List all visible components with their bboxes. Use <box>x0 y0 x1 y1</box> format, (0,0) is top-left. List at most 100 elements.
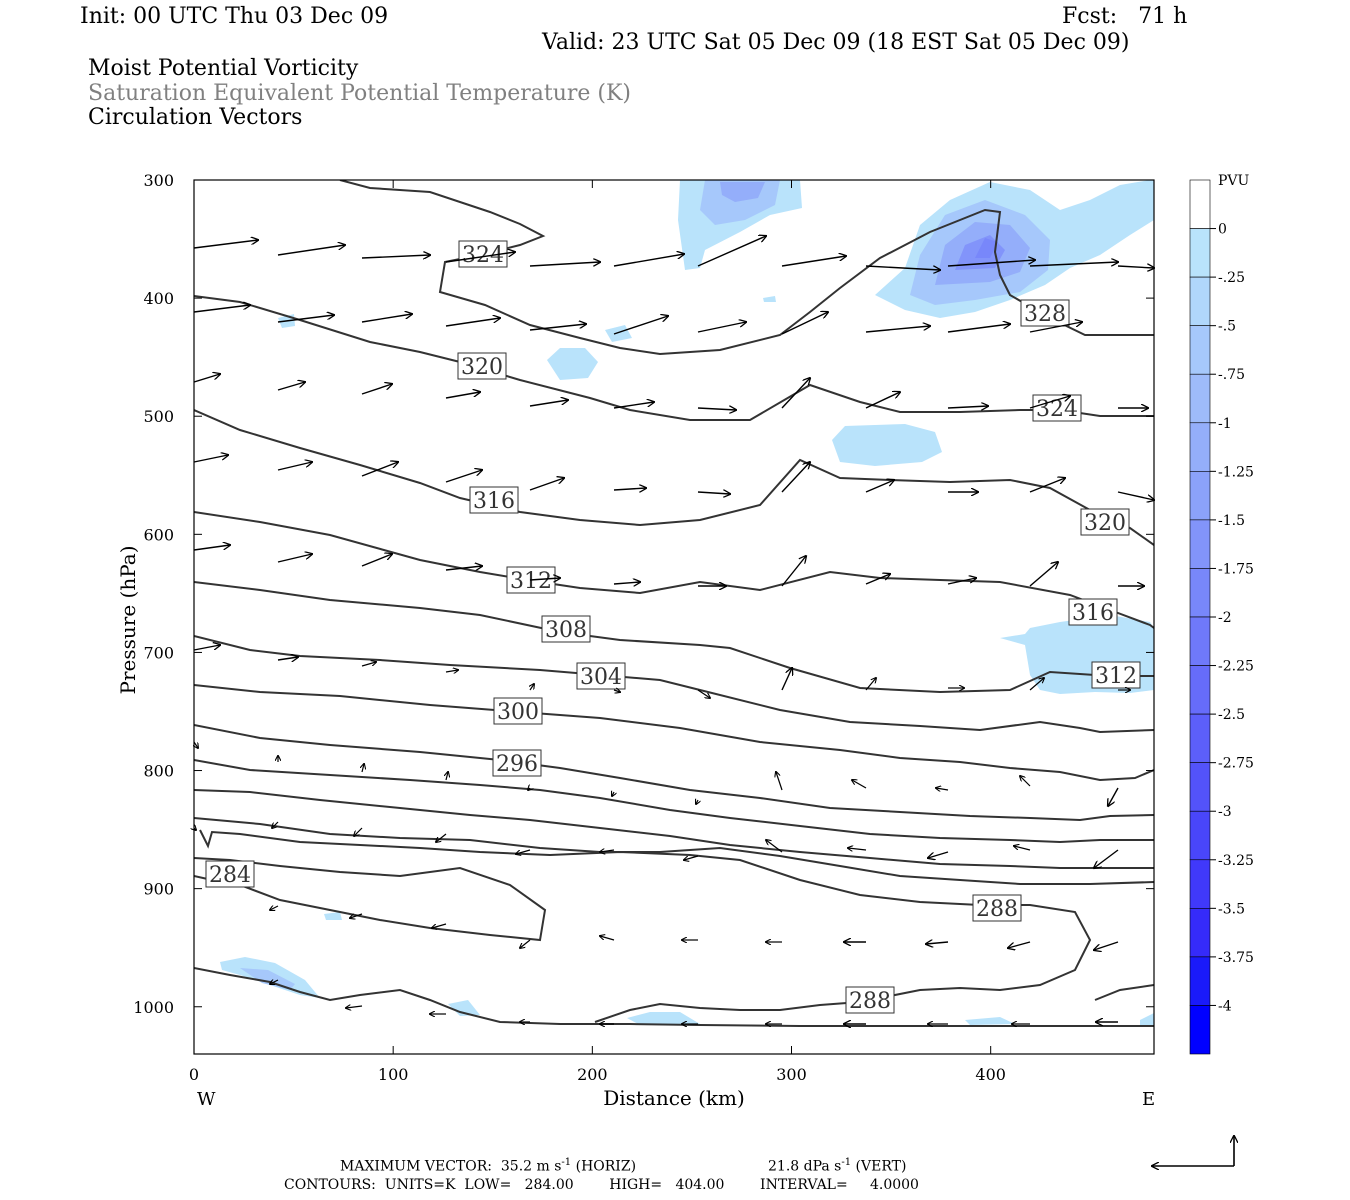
contour-label-box <box>457 352 507 380</box>
circulation-vector <box>848 848 867 850</box>
circulation-vector <box>1029 562 1058 587</box>
contour-label: 320 <box>1084 511 1126 536</box>
contour-label: 324 <box>462 243 504 268</box>
west-label: W <box>197 1089 216 1110</box>
circulation-vector <box>1029 478 1065 493</box>
colorbar-label: -4 <box>1218 998 1232 1014</box>
x-tick-label: 400 <box>975 1065 1006 1084</box>
contour-label: 328 <box>1024 302 1066 327</box>
circulation-vector <box>530 684 534 691</box>
contour-label: 324 <box>1036 397 1078 422</box>
colorbar-cell <box>1189 616 1211 666</box>
contour-label-box <box>1091 661 1141 689</box>
colorbar-label: -1.5 <box>1218 513 1245 529</box>
circulation-vector <box>529 578 560 580</box>
circulation-vector <box>1029 678 1044 691</box>
circulation-vector <box>1108 787 1119 806</box>
circulation-vector <box>697 492 730 494</box>
circulation-vector <box>947 406 988 408</box>
contour-label: 284 <box>209 863 251 888</box>
circulation-vector <box>361 462 398 477</box>
contour-label: 296 <box>496 752 538 777</box>
circulation-vector <box>766 840 783 853</box>
colorbar-cell <box>1189 519 1211 569</box>
circulation-vector <box>445 318 500 327</box>
max-vector-text: MAXIMUM VECTOR: 35.2 m s <box>340 1158 562 1175</box>
colorbar-label: -3.75 <box>1218 950 1254 966</box>
colorbar-cell <box>1189 762 1211 812</box>
circulation-vector <box>529 400 568 407</box>
contour-labels: 324 320 316 312 308 304 300 296 284 328 324 320 316 3… <box>205 240 1141 1014</box>
colorbar-cell <box>1189 665 1211 715</box>
circulation-vector <box>346 1006 363 1008</box>
contour-label: 304 <box>580 665 622 690</box>
circulation-vector <box>613 402 654 409</box>
circulation-vector <box>520 939 531 948</box>
circulation-vector <box>781 556 806 587</box>
circulation-vector <box>350 913 363 918</box>
circulation-vector <box>362 764 364 773</box>
pv-shading <box>220 180 1154 1026</box>
circulation-vector <box>947 324 1010 333</box>
contour-label-box <box>1068 598 1118 626</box>
circulation-vector <box>1029 322 1082 333</box>
circulation-vector <box>852 780 867 789</box>
circulation-vector <box>193 455 228 463</box>
colorbar-label: -2.5 <box>1218 707 1245 723</box>
circulation-vector <box>1029 262 1118 267</box>
circulation-vector <box>529 262 600 267</box>
contour-label-box <box>492 749 542 777</box>
circulation-vector <box>446 772 448 781</box>
contour-label: 316 <box>473 489 515 514</box>
theta-es-contours <box>194 180 1154 1027</box>
colorbar-cell <box>1189 471 1211 521</box>
contour-label: 316 <box>1072 601 1114 626</box>
circulation-vectors <box>194 236 1154 1024</box>
circulation-vector <box>600 936 615 941</box>
circulation-vector <box>1008 941 1031 948</box>
circulation-vector <box>781 256 846 267</box>
colorbar-cell <box>1189 325 1211 375</box>
circulation-vector <box>354 827 363 836</box>
circulation-vector <box>697 322 746 333</box>
east-label: E <box>1142 1089 1155 1110</box>
valid-time: Valid: 23 UTC Sat 05 Dec 09 (18 EST Sat … <box>542 30 1130 55</box>
colorbar-label: -.5 <box>1218 319 1236 335</box>
circulation-vector <box>781 462 810 493</box>
colorbar-cell <box>1189 908 1211 958</box>
colorbar-cell <box>1189 568 1211 618</box>
y-tick-label: 700 <box>143 643 174 662</box>
circulation-vector <box>361 554 392 567</box>
colorbar-cell <box>1189 422 1211 472</box>
circulation-vector <box>684 855 699 860</box>
colorbar-cell <box>1189 179 1211 229</box>
contour-label: 308 <box>545 618 587 643</box>
circulation-vector <box>865 392 900 409</box>
contour-label: 312 <box>1095 664 1137 689</box>
colorbar-cell <box>1189 1005 1211 1055</box>
circulation-vector <box>445 566 482 570</box>
contour-label-box <box>972 894 1022 922</box>
colorbar-label: -2.25 <box>1218 659 1254 675</box>
contour-label-box <box>493 697 543 725</box>
circulation-vector <box>697 689 710 698</box>
circulation-vector <box>613 316 668 335</box>
circulation-vector <box>865 265 940 270</box>
circulation-vector <box>277 382 305 391</box>
x-tick-label: 300 <box>776 1065 807 1084</box>
contour-label-box <box>541 615 591 643</box>
circulation-vector <box>928 851 949 858</box>
contour-label-box <box>576 662 626 690</box>
colorbar-cell <box>1189 956 1211 1006</box>
circulation-vector <box>936 788 949 790</box>
circulation-vector <box>193 645 220 651</box>
circulation-vector <box>1014 846 1031 851</box>
circulation-vector <box>270 906 279 910</box>
circulation-vector <box>270 980 279 984</box>
y-axis-label: Pressure (hPa) <box>116 546 140 695</box>
circulation-vector <box>445 670 458 672</box>
circulation-vector <box>865 678 876 691</box>
circulation-vector <box>781 378 810 409</box>
y-tick-label: 500 <box>143 407 174 426</box>
max-vector-vert-exp: -1 <box>841 1157 852 1168</box>
